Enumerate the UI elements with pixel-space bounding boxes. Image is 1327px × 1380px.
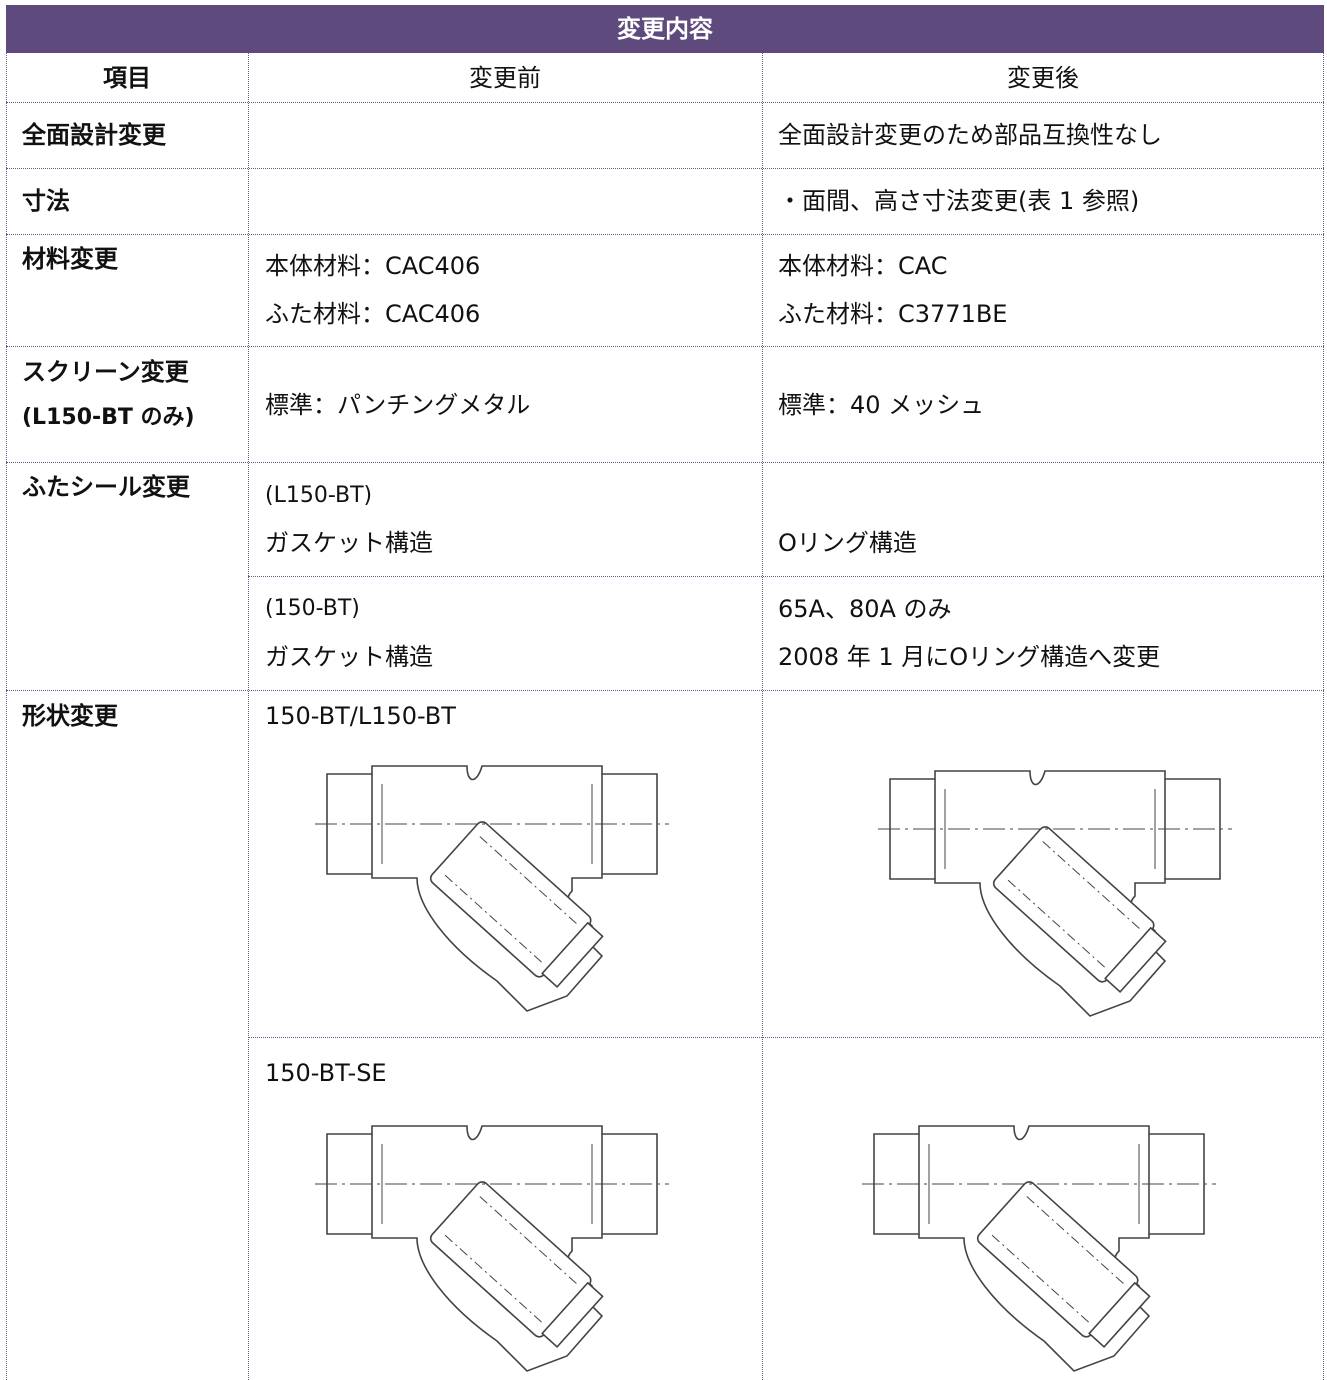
table-title: 変更内容 bbox=[617, 15, 713, 43]
after: 本体材料：CAC bbox=[778, 252, 948, 280]
col-header: 変更前 bbox=[469, 64, 541, 92]
drawing-before-2 bbox=[315, 1125, 670, 1372]
after: 標準：40 メッシュ bbox=[778, 391, 985, 419]
after: ふた材料：C3771BE bbox=[778, 300, 1008, 328]
row-line bbox=[248, 576, 1324, 577]
item: 全面設計変更 bbox=[22, 121, 166, 149]
after: 全面設計変更のため部品互換性なし bbox=[778, 121, 1162, 149]
valve-drawing bbox=[315, 1125, 670, 1372]
item: 形状変更 bbox=[22, 702, 118, 730]
row-line bbox=[6, 102, 1324, 103]
row-line bbox=[6, 690, 1324, 691]
before: 標準：パンチングメタル bbox=[265, 391, 531, 419]
col-line bbox=[762, 53, 763, 1380]
before: 150-BT-SE bbox=[265, 1059, 387, 1087]
row-line bbox=[6, 346, 1324, 347]
item: ふたシール変更 bbox=[22, 473, 190, 501]
before: 150-BT/L150-BT bbox=[265, 702, 456, 730]
title-bar bbox=[6, 5, 1324, 53]
row-line bbox=[6, 168, 1324, 169]
item: 寸法 bbox=[22, 187, 70, 215]
row-line bbox=[6, 234, 1324, 235]
before: ガスケット構造 bbox=[265, 529, 433, 557]
col-line bbox=[6, 53, 7, 1380]
row-line bbox=[248, 1037, 1324, 1038]
before: ガスケット構造 bbox=[265, 643, 433, 671]
after: ・面間、高さ寸法変更(表 1 参照) bbox=[778, 187, 1140, 215]
valve-drawing bbox=[862, 1125, 1217, 1372]
item: (L150-BT のみ) bbox=[22, 405, 195, 430]
col-line bbox=[248, 53, 249, 1380]
after: 65A、80A のみ bbox=[778, 595, 952, 623]
before: (150-BT) bbox=[265, 596, 360, 621]
drawing-before-1 bbox=[315, 765, 670, 1012]
before: 本体材料：CAC406 bbox=[265, 252, 481, 280]
col-line bbox=[1323, 53, 1324, 1380]
after: Oリング構造 bbox=[778, 529, 917, 557]
row-line bbox=[6, 462, 1324, 463]
valve-drawing bbox=[878, 770, 1233, 1017]
item: スクリーン変更 bbox=[22, 358, 189, 386]
item: 材料変更 bbox=[22, 245, 118, 273]
col-header: 項目 bbox=[103, 64, 151, 92]
drawing-after-1 bbox=[878, 770, 1233, 1017]
valve-drawing bbox=[315, 765, 670, 1012]
before: (L150-BT) bbox=[265, 483, 373, 508]
drawing-after-2 bbox=[862, 1125, 1217, 1372]
before: ふた材料：CAC406 bbox=[265, 300, 481, 328]
col-header: 変更後 bbox=[1007, 64, 1079, 92]
after: 2008 年 1 月にOリング構造へ変更 bbox=[778, 643, 1161, 671]
